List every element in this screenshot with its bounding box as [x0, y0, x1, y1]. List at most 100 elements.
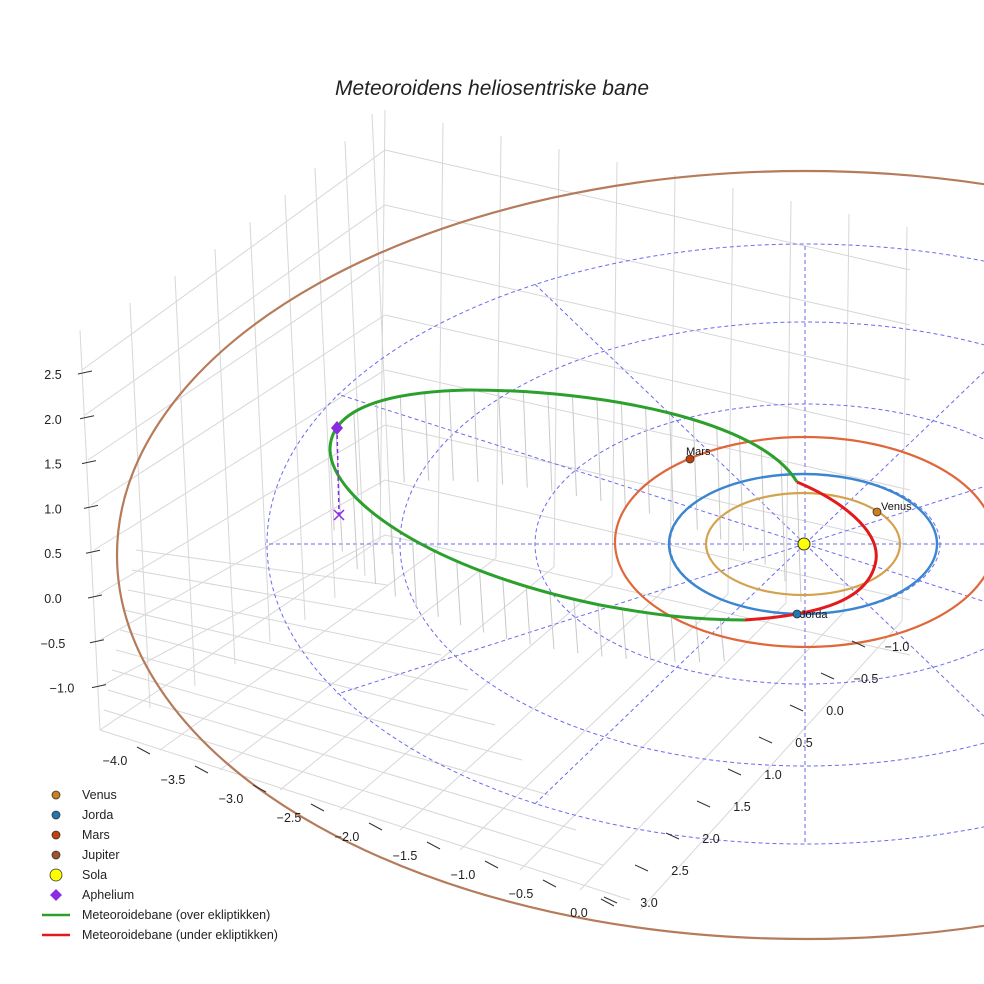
meteoroid-orbit-above	[328, 388, 799, 622]
legend-label: Mars	[82, 828, 110, 842]
ecliptic-radial-line	[337, 543, 806, 695]
legend: Venus Jorda Mars Jupiter Sola Aphelium Meteoro…	[42, 788, 278, 942]
grid-line	[669, 174, 676, 586]
z-tick-mark	[81, 460, 97, 465]
mars-marker	[685, 454, 695, 464]
z-tick-label: 0.0	[44, 592, 61, 606]
venus-orbit	[704, 491, 902, 597]
z-tick-mark	[83, 504, 99, 509]
y-tick-mark	[820, 672, 835, 680]
meteoroid-orbit	[328, 388, 878, 622]
y-tick-mark	[758, 736, 773, 744]
grid-line	[379, 109, 386, 541]
drop-line	[670, 615, 676, 662]
grid-line	[384, 259, 911, 381]
x-tick-mark	[600, 898, 615, 907]
chart-title: Meteoroidens heliosentriske bane	[335, 77, 649, 100]
grid-line	[437, 122, 444, 550]
drop-line	[646, 612, 652, 661]
y-tick-mark	[603, 896, 618, 904]
y-tick-mark	[634, 864, 649, 872]
z-tick-label: 2.0	[44, 413, 61, 427]
legend-item: Aphelium	[50, 888, 134, 902]
legend-item: Meteoroidebane (over ekliptikken)	[42, 908, 270, 922]
grid-line	[102, 534, 386, 686]
grid-line	[399, 584, 671, 831]
x-tick-mark	[542, 879, 557, 888]
drop-line	[424, 392, 430, 481]
x-tick-label: −2.0	[335, 830, 360, 844]
legend-item: Mars	[51, 828, 110, 842]
grid-line	[284, 194, 306, 621]
points: Venus Jorda Mars	[331, 421, 912, 621]
drop-line	[371, 511, 377, 584]
grid-line	[901, 226, 908, 622]
x-tick-mark	[310, 803, 325, 812]
grid-line	[93, 369, 386, 551]
x-tick-label: −3.0	[219, 792, 244, 806]
mars-label: Mars	[686, 446, 711, 458]
drop-line	[433, 550, 439, 617]
x-tick-label: −4.0	[103, 754, 128, 768]
grid-line	[553, 148, 560, 568]
z-tick-label: −1.0	[50, 682, 75, 696]
z-tick-mark	[89, 639, 105, 644]
drop-line	[473, 389, 479, 483]
x-tick-mark	[252, 784, 267, 793]
drop-line	[498, 390, 504, 485]
x-tick-mark	[194, 765, 209, 774]
axis-panes	[80, 110, 910, 730]
drop-line	[695, 618, 701, 663]
aphelium-drop-line	[336, 427, 340, 515]
grid-line	[785, 200, 792, 604]
ecliptic-radial-line	[337, 393, 806, 545]
x-tick-label: 0.0	[570, 906, 587, 920]
drop-line	[549, 593, 555, 650]
legend-circle-swatch	[51, 790, 61, 800]
drop-line	[716, 427, 722, 540]
drop-line	[390, 526, 396, 597]
y-tick-mark	[665, 832, 680, 840]
y-tick-label: −1.0	[885, 640, 910, 654]
drop-line	[522, 391, 528, 488]
legend-label: Jupiter	[82, 848, 120, 862]
legend-item: Sola	[49, 868, 107, 882]
drop-line	[352, 495, 358, 570]
grid-line	[123, 609, 469, 691]
drop-line	[411, 539, 417, 608]
x-tick-mark	[484, 860, 499, 869]
legend-item: Venus	[51, 788, 117, 802]
y-tick-label: 0.0	[826, 704, 843, 718]
venus-label: Venus	[881, 501, 912, 513]
grid-line	[131, 569, 415, 621]
grid-line	[87, 259, 386, 461]
z-tick-label: −0.5	[41, 637, 66, 651]
back-pane	[80, 110, 910, 730]
y-tick-mark	[696, 800, 711, 808]
legend-circle-swatch	[51, 850, 61, 860]
drop-line	[760, 448, 766, 565]
legend-label: Sola	[82, 868, 107, 882]
y-tick-label: 1.5	[733, 800, 750, 814]
legend-label: Meteoroidebane (under ekliptikken)	[82, 928, 278, 942]
x-tick-mark	[136, 746, 151, 755]
grid-line	[119, 629, 496, 726]
z-tick-label: 2.5	[44, 368, 61, 382]
grid-line	[214, 248, 236, 665]
y-tick-label: −0.5	[854, 672, 879, 686]
drop-line	[329, 452, 335, 531]
y-axis-ticks: −1.0 −0.5 0.0 0.5 1.0 1.5 2.0 2.5 3.0	[603, 640, 910, 910]
legend-item: Jupiter	[51, 848, 120, 862]
grid-line	[129, 302, 151, 709]
meteoroid-orbit-below	[744, 480, 878, 622]
y-tick-mark	[851, 640, 866, 648]
z-tick-label: 1.5	[44, 458, 61, 472]
grid-line	[159, 548, 439, 751]
x-tick-label: −3.5	[161, 773, 186, 787]
x-axis-ticks: −4.0 −3.5 −3.0 −2.5 −2.0 −1.5 −1.0 −0.5 0.0	[103, 746, 615, 920]
grid-line	[339, 575, 613, 811]
z-axis-ticks: 2.5 2.0 1.5 1.0 0.5 0.0 −0.5 −1.0	[41, 368, 107, 696]
grid-line	[843, 213, 850, 613]
ecliptic-ring	[399, 321, 984, 767]
